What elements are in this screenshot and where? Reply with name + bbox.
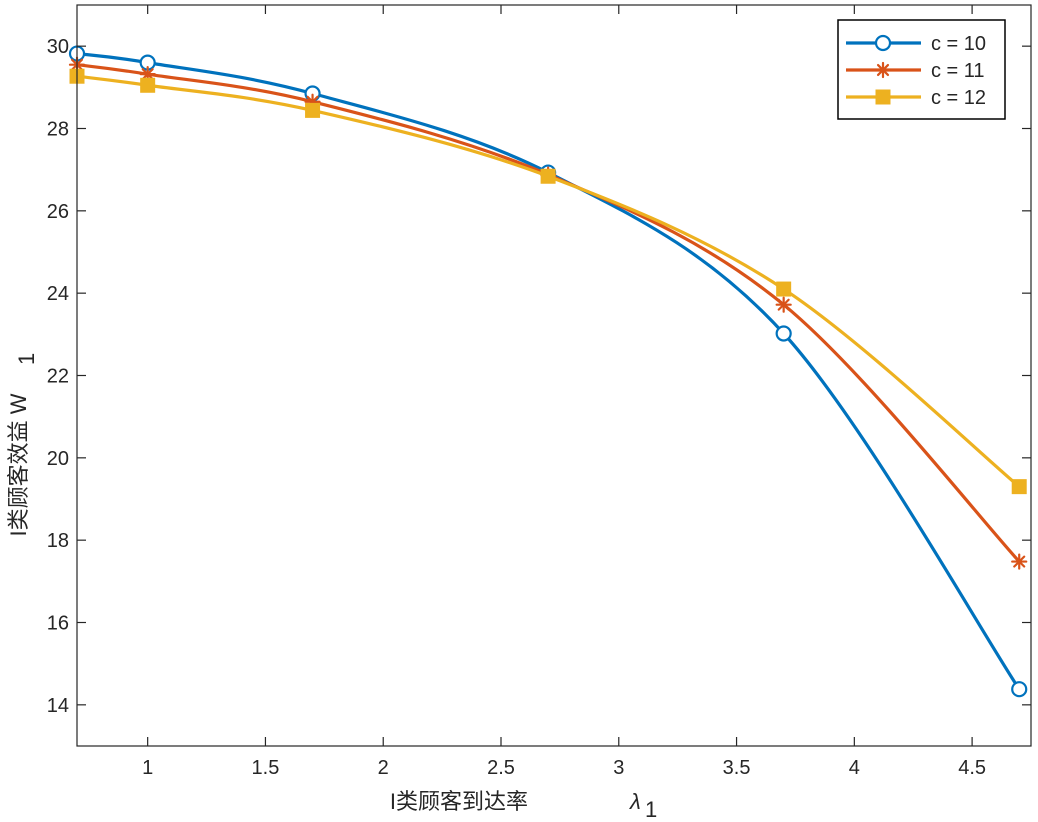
data-point-circle bbox=[1011, 681, 1028, 698]
y-tick-label: 16 bbox=[47, 613, 69, 635]
y-tick-label: 14 bbox=[47, 695, 69, 717]
y-tick-label: 20 bbox=[47, 448, 69, 470]
data-point-square bbox=[776, 281, 792, 297]
legend: c = 10 c = 11 c = 12 bbox=[837, 19, 1006, 120]
y-axis-label: I类顾客效益 W bbox=[6, 393, 31, 536]
x-tick-label: 2 bbox=[378, 757, 389, 779]
y-tick-label: 26 bbox=[47, 201, 69, 223]
data-point-square bbox=[540, 168, 556, 184]
data-point-asterisk bbox=[775, 296, 792, 313]
axis-ticks: 1 1.5 2 2.5 3 3.5 4 4.5 14 16 18 20 22 24 26 28 30 bbox=[47, 5, 1031, 779]
legend-entry: c = 10 bbox=[846, 33, 986, 55]
legend-entry: c = 11 bbox=[846, 60, 985, 82]
data-point-square bbox=[140, 77, 156, 93]
series-3 bbox=[69, 68, 1027, 495]
x-tick-label: 4.5 bbox=[958, 757, 986, 779]
x-axis-label: I类顾客到达率 bbox=[390, 789, 528, 814]
data-point-circle bbox=[874, 34, 892, 52]
legend-label: c = 10 bbox=[931, 33, 986, 55]
x-tick-label: 2.5 bbox=[487, 757, 515, 779]
series-line bbox=[76, 63, 1021, 563]
legend-label: c = 11 bbox=[931, 60, 985, 82]
y-axis-label-group: I类顾客效益 W 1 bbox=[6, 353, 39, 537]
data-point-asterisk bbox=[874, 61, 892, 79]
y-tick-label: 18 bbox=[47, 530, 69, 552]
series-line bbox=[76, 74, 1021, 488]
x-axis-label-symbol: λ bbox=[629, 789, 641, 814]
data-point-square bbox=[1011, 479, 1027, 495]
series-2 bbox=[68, 56, 1028, 570]
y-axis-label-subscript: 1 bbox=[14, 353, 39, 365]
x-tick-label: 1.5 bbox=[252, 757, 280, 779]
x-tick-label: 3 bbox=[613, 757, 624, 779]
data-point-square bbox=[305, 102, 321, 118]
legend-entry: c = 12 bbox=[846, 87, 986, 109]
series-layer bbox=[68, 45, 1028, 698]
y-tick-label: 24 bbox=[47, 283, 69, 305]
data-point-circle bbox=[775, 325, 792, 342]
x-tick-label: 1 bbox=[142, 757, 153, 779]
series-1 bbox=[68, 45, 1028, 698]
data-point-square bbox=[875, 89, 891, 105]
x-tick-label: 4 bbox=[849, 757, 860, 779]
x-axis-label-subscript: 1 bbox=[645, 797, 657, 822]
y-tick-label: 28 bbox=[47, 119, 69, 141]
x-tick-label: 3.5 bbox=[723, 757, 751, 779]
y-tick-label: 22 bbox=[47, 366, 69, 388]
series-line bbox=[76, 51, 1021, 691]
data-point-asterisk bbox=[1011, 553, 1028, 570]
legend-label: c = 12 bbox=[931, 87, 986, 109]
y-tick-label: 30 bbox=[47, 36, 69, 58]
